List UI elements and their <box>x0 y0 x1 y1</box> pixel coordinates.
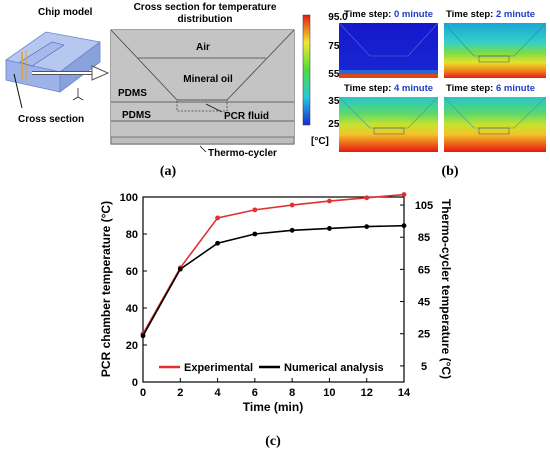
y-left-tick-label: 80 <box>126 229 138 241</box>
x-tick-label: 12 <box>361 387 373 399</box>
data-point-experimental <box>401 192 407 197</box>
arrow-right-icon <box>32 65 110 81</box>
y-right-tick-label: 65 <box>418 264 430 276</box>
y-axis-right-label: Thermo-cycler temperature (°C) <box>439 199 453 379</box>
svg-text:Time step: 0 minute: Time step: 0 minute <box>344 9 433 20</box>
cross-section-label: Cross section <box>18 114 84 125</box>
svg-text:Time step: 6 minute: Time step: 6 minute <box>446 83 535 94</box>
panel-a-label: (a) <box>160 164 177 179</box>
data-point-experimental <box>327 198 332 204</box>
x-axis: 0 2 4 6 8 10 12 14 <box>140 378 411 399</box>
x-tick-label: 2 <box>177 387 183 399</box>
x-tick-label: 4 <box>215 387 222 399</box>
y-right-tick-label: 85 <box>418 232 430 244</box>
y-right-tick-label: 105 <box>415 200 433 212</box>
data-point-numerical-analysis <box>215 240 220 246</box>
cross-section-title-line2: distribution <box>178 14 233 25</box>
thermo-cycler-pointer <box>199 145 207 153</box>
layer-pdms-lower-label: PDMS <box>122 110 151 121</box>
panel-b: Time step: 0 minute Time step: 2 minute … <box>338 9 547 179</box>
chip-model-label: Chip model <box>38 7 93 18</box>
data-point-numerical-analysis <box>364 224 370 230</box>
legend: Experimental Numerical analysis <box>159 362 384 374</box>
series-line-numerical-analysis <box>142 224 405 337</box>
thumbnail-2-time: 2 minute <box>496 9 535 20</box>
layer-pcr-fluid-label: PCR fluid <box>224 111 269 122</box>
heatmap-thumbnail-6: Time step: 6 minute <box>443 83 547 152</box>
colorbar-unit: [°C] <box>311 136 329 147</box>
data-point-numerical-analysis <box>289 227 295 233</box>
x-tick-label: 8 <box>289 387 295 399</box>
colorbar <box>302 14 311 126</box>
y-left-tick-label: 20 <box>126 340 138 352</box>
temperature-chart: 0 2 4 6 8 10 12 14 0 20 40 60 80 100 5 25 45 65 85 105 Ti… <box>99 192 453 449</box>
colorbar-tick-3: 55.0 <box>328 69 348 80</box>
data-point-numerical-analysis <box>177 266 183 272</box>
data-point-numerical-analysis <box>140 333 146 339</box>
heatmap-thumbnail-4: Time step: 4 minute <box>338 83 439 152</box>
y-right-tick-label: 5 <box>421 361 427 373</box>
colorbar-tick-1: 95.0 <box>328 12 348 23</box>
x-tick-label: 14 <box>398 387 411 399</box>
layer-air-label: Air <box>196 42 210 53</box>
y-right-tick-label: 25 <box>418 329 430 341</box>
colorbar-tick-5: 25.0 <box>328 119 348 130</box>
thumbnail-0-prefix: Time step: <box>344 9 394 20</box>
legend-label-numerical: Numerical analysis <box>284 362 384 374</box>
svg-text:Time step: 2 minute: Time step: 2 minute <box>446 9 535 20</box>
pcr-fluid-pointer <box>205 103 223 113</box>
panel-b-label: (b) <box>441 164 458 179</box>
data-point-numerical-analysis <box>327 226 332 231</box>
thumbnail-4-prefix: Time step: <box>344 83 394 94</box>
cross-section-diagram <box>110 29 295 145</box>
data-point-numerical-analysis <box>401 223 407 229</box>
thumbnail-6-time: 6 minute <box>496 83 535 94</box>
y-axis-right: 5 25 45 65 85 105 <box>400 200 433 373</box>
data-point-experimental <box>215 215 220 221</box>
series-layer <box>140 192 407 339</box>
layer-thermo-cycler-label: Thermo-cycler <box>208 148 277 159</box>
x-tick-label: 6 <box>252 387 258 399</box>
data-point-experimental <box>289 202 295 208</box>
plot-frame <box>142 196 405 383</box>
y-axis-left: 0 20 40 60 80 100 <box>120 192 147 389</box>
x-axis-label: Time (min) <box>243 400 303 414</box>
thumbnail-2-prefix: Time step: <box>446 9 496 20</box>
panel-a: Chip model Cross section Cross section f… <box>5 2 348 179</box>
y-left-tick-label: 40 <box>126 303 138 315</box>
colorbar-tick-2: 75.0 <box>328 41 348 52</box>
y-left-tick-label: 60 <box>126 266 138 278</box>
panel-c-label: (c) <box>265 434 281 449</box>
thumbnail-6-prefix: Time step: <box>446 83 496 94</box>
y-left-tick-label: 100 <box>120 192 138 204</box>
y-axis-left-label: PCR chamber temperature (°C) <box>99 201 113 377</box>
layer-pdms-upper-label: PDMS <box>118 88 147 99</box>
cross-section-title-line1: Cross section for temperature <box>134 2 277 13</box>
series-line-experimental <box>142 193 405 335</box>
data-point-numerical-analysis <box>252 231 258 237</box>
y-right-tick-label: 45 <box>418 297 430 309</box>
heatmap-thumbnail-0: Time step: 0 minute <box>338 9 439 78</box>
x-tick-label: 0 <box>140 387 146 399</box>
svg-text:Time step: 4 minute: Time step: 4 minute <box>344 83 433 94</box>
cross-section-pointer <box>13 73 23 109</box>
thumbnail-4-time: 4 minute <box>394 83 433 94</box>
heatmap-thumbnail-2: Time step: 2 minute <box>443 9 547 78</box>
chip-model-drawing <box>5 31 101 101</box>
data-point-experimental <box>364 195 370 201</box>
layer-mineral-oil-label: Mineral oil <box>183 74 233 85</box>
data-point-experimental <box>252 207 258 213</box>
colorbar-tick-4: 35.0 <box>328 96 348 107</box>
legend-label-experimental: Experimental <box>184 362 253 374</box>
thumbnail-0-time: 0 minute <box>394 9 433 20</box>
x-tick-label: 10 <box>323 387 335 399</box>
y-left-tick-label: 0 <box>132 377 138 389</box>
